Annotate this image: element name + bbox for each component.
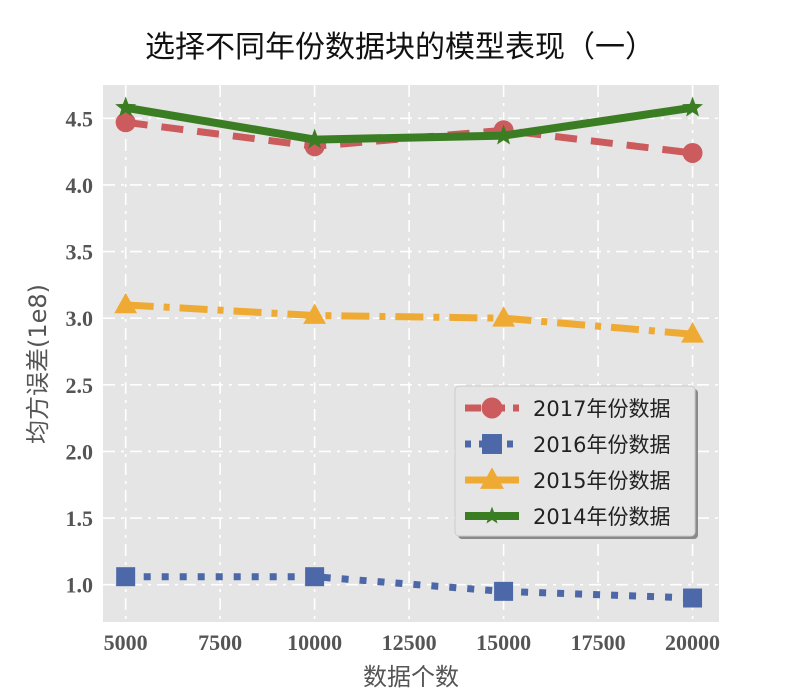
data-point	[682, 142, 703, 163]
y-tick-label: 1.0	[66, 573, 94, 598]
data-point	[305, 567, 325, 587]
x-tick-label: 20000	[665, 630, 720, 655]
y-tick-label: 2.5	[66, 373, 94, 398]
legend-item: 2015年份数据	[465, 467, 670, 493]
series-line	[125, 573, 693, 602]
data-point	[303, 303, 327, 324]
chart-title: 选择不同年份数据块的模型表现（一）	[145, 30, 655, 65]
y-tick-label: 4.5	[66, 106, 94, 131]
legend-label: 2017年份数据	[533, 397, 670, 421]
data-point	[304, 128, 326, 149]
data-point	[480, 467, 504, 489]
plot-background	[103, 85, 719, 622]
y-ticks: 1.0 1.5 2.0 2.5 3.0 3.5 4.0 4.5	[66, 106, 94, 597]
legend-box	[454, 385, 696, 537]
y-tick-label: 3.0	[66, 306, 94, 331]
series-2	[116, 567, 703, 608]
legend-item: 2016年份数据	[465, 433, 670, 457]
x-tick-label: 17500	[571, 630, 626, 655]
series-3	[114, 292, 704, 343]
x-axis-label: 数据个数	[363, 663, 459, 691]
x-tick-label: 10000	[287, 630, 342, 655]
legend-label: 2014年份数据	[533, 505, 670, 529]
y-tick-label: 4.0	[66, 173, 94, 198]
data-point	[683, 588, 703, 608]
x-tick-label: 5000	[104, 630, 148, 655]
y-tick-label: 3.5	[66, 240, 94, 265]
y-tick-label: 2.0	[66, 439, 94, 464]
data-point	[682, 96, 704, 117]
x-tick-label: 7500	[198, 630, 242, 655]
data-point	[482, 434, 502, 454]
legend-item: 2017年份数据	[465, 397, 670, 421]
legend-label: 2015年份数据	[533, 469, 670, 493]
y-tick-label: 1.5	[66, 506, 94, 531]
data-point	[681, 322, 704, 343]
series-group	[114, 96, 704, 608]
series-line	[125, 301, 693, 338]
series-line	[125, 118, 693, 157]
data-point	[494, 581, 514, 601]
data-point	[481, 397, 503, 419]
data-point	[492, 306, 515, 327]
data-point	[115, 96, 137, 117]
data-point	[493, 124, 515, 145]
series-line	[125, 103, 694, 144]
y-axis-label: 均方误差(1e8)	[24, 284, 52, 444]
legend-label: 2016年份数据	[533, 433, 670, 457]
data-point	[115, 112, 136, 133]
x-tick-label: 12500	[382, 630, 437, 655]
x-ticks: 5000 7500 10000 12500 15000 17500 20000	[104, 630, 720, 655]
data-point	[483, 506, 501, 524]
data-point	[114, 292, 138, 314]
legend-item: 2014年份数据	[465, 505, 670, 529]
series-4	[115, 96, 704, 149]
legend: 2017年份数据 2016年份数据 2015年份数据 2014年份数据	[454, 385, 698, 539]
x-tick-label: 15000	[476, 630, 531, 655]
data-point	[116, 567, 136, 587]
